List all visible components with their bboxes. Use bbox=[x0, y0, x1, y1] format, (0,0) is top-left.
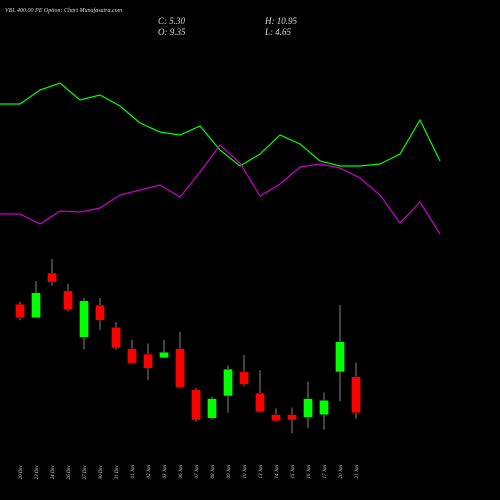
x-tick-label: 01 Jan bbox=[131, 465, 136, 479]
x-tick-label: 21 Jan bbox=[355, 465, 360, 479]
x-tick-label: 30 Dec bbox=[99, 464, 104, 479]
x-tick-label: 14 Jan bbox=[275, 465, 280, 479]
x-tick-label: 06 Jan bbox=[179, 465, 184, 479]
candle-body bbox=[95, 305, 105, 321]
candle-body bbox=[335, 341, 345, 373]
candle-body bbox=[111, 327, 121, 349]
candle-body bbox=[127, 348, 137, 364]
x-tick-label: 23 Dec bbox=[35, 464, 40, 479]
x-tick-label: 27 Dec bbox=[83, 464, 88, 479]
candle-body bbox=[191, 389, 201, 421]
x-tick-label: 16 Jan bbox=[307, 465, 312, 479]
high-label: H: 10.95 bbox=[264, 16, 297, 26]
candle-body bbox=[63, 290, 73, 310]
x-tick-label: 20 Dec bbox=[19, 464, 24, 479]
candle-body bbox=[143, 353, 153, 369]
candle-body bbox=[15, 304, 25, 318]
x-tick-label: 07 Jan bbox=[195, 465, 200, 479]
x-tick-label: 02 Jan bbox=[147, 465, 152, 479]
candle-body bbox=[319, 400, 329, 415]
candle-body bbox=[271, 414, 281, 421]
x-tick-label: 17 Jan bbox=[323, 465, 328, 479]
candle-body bbox=[31, 292, 41, 318]
open-label: O: 9.35 bbox=[158, 27, 186, 37]
candle-body bbox=[207, 398, 217, 419]
x-tick-label: 13 Jan bbox=[259, 465, 264, 479]
x-tick-label: 20 Jan bbox=[339, 465, 344, 479]
candle-body bbox=[223, 369, 233, 397]
x-tick-label: 09 Jan bbox=[227, 465, 232, 479]
x-tick-label: 31 Dec bbox=[115, 464, 120, 479]
x-tick-label: 26 Dec bbox=[67, 464, 72, 479]
low-label: L: 4.65 bbox=[264, 27, 292, 37]
candle-body bbox=[239, 371, 249, 385]
candle-body bbox=[255, 393, 265, 413]
x-tick-label: 10 Jan bbox=[243, 465, 248, 479]
candle-body bbox=[159, 352, 169, 358]
candle-body bbox=[287, 414, 297, 421]
line-series bbox=[0, 82, 441, 167]
candle-body bbox=[303, 398, 313, 418]
line-series bbox=[0, 144, 441, 235]
x-tick-label: 24 Dec bbox=[51, 464, 56, 479]
candle-body bbox=[351, 376, 361, 413]
chart-title: VBL 400.00 PE Option: Chart Munafasutra.… bbox=[5, 7, 123, 14]
candle-body bbox=[47, 272, 57, 283]
x-tick-label: 08 Jan bbox=[211, 465, 216, 479]
x-tick-label: 03 Jan bbox=[163, 465, 168, 479]
candle-body bbox=[79, 300, 89, 338]
close-label: C: 5.30 bbox=[158, 16, 186, 26]
x-tick-label: 15 Jan bbox=[291, 465, 296, 479]
candle-body bbox=[175, 348, 185, 388]
